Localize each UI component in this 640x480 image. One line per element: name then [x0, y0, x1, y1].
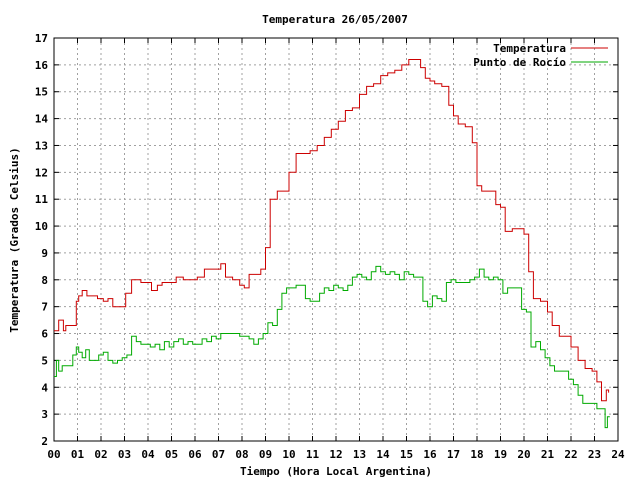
- x-tick-label: 14: [376, 448, 390, 461]
- x-tick-label: 07: [212, 448, 225, 461]
- y-axis-title: Temperatura (Grados Celsius): [8, 147, 21, 332]
- x-tick-label: 21: [541, 448, 555, 461]
- y-tick-label: 10: [35, 220, 48, 233]
- x-tick-label: 01: [71, 448, 85, 461]
- x-tick-label: 16: [423, 448, 437, 461]
- x-tick-label: 05: [165, 448, 178, 461]
- x-tick-label: 10: [282, 448, 295, 461]
- x-tick-label: 09: [259, 448, 272, 461]
- series-line-punto-de-rocio: [54, 265, 610, 429]
- y-tick-label: 8: [41, 274, 48, 287]
- y-tick-label: 6: [41, 328, 48, 341]
- x-tick-label: 04: [141, 448, 155, 461]
- legend-label: Temperatura: [493, 42, 566, 55]
- x-tick-label: 00: [47, 448, 60, 461]
- y-tick-label: 13: [35, 139, 48, 152]
- series-lines: [54, 59, 610, 429]
- x-axis-tick-labels: 00 01 02 03 04 05 06 07 08 09 10 11 12 13 14 15 16 17 18 19…: [47, 448, 625, 461]
- y-tick-label: 2: [41, 435, 48, 448]
- y-axis-tick-labels: 2 3 4 5 6 7 8 9 10 11 12 13 14 15 16 17: [35, 32, 49, 448]
- chart-title: Temperatura 26/05/2007: [262, 13, 408, 26]
- x-tick-label: 13: [353, 448, 366, 461]
- axis-ticks: [53, 37, 619, 442]
- x-axis-title: Tiempo (Hora Local Argentina): [240, 465, 432, 478]
- x-tick-label: 02: [94, 448, 107, 461]
- y-tick-label: 5: [41, 354, 48, 367]
- y-tick-label: 7: [41, 301, 48, 314]
- y-tick-label: 17: [35, 32, 48, 45]
- x-tick-label: 22: [564, 448, 577, 461]
- x-tick-label: 24: [611, 448, 625, 461]
- y-tick-label: 4: [41, 381, 48, 394]
- y-tick-label: 9: [41, 247, 48, 260]
- x-tick-label: 17: [447, 448, 460, 461]
- y-tick-label: 3: [41, 408, 48, 421]
- x-tick-label: 15: [400, 448, 413, 461]
- x-tick-label: 11: [306, 448, 320, 461]
- x-tick-label: 06: [188, 448, 202, 461]
- y-tick-label: 16: [35, 59, 49, 72]
- y-tick-label: 11: [35, 193, 49, 206]
- x-tick-label: 12: [329, 448, 342, 461]
- x-tick-label: 03: [118, 448, 131, 461]
- x-tick-label: 18: [470, 448, 483, 461]
- legend-label: Punto de Rocío: [473, 56, 566, 69]
- series-line-temperatura: [54, 59, 610, 402]
- y-tick-label: 15: [35, 86, 48, 99]
- x-tick-label: 08: [235, 448, 248, 461]
- y-tick-label: 14: [35, 113, 49, 126]
- x-tick-label: 19: [494, 448, 507, 461]
- x-tick-label: 20: [517, 448, 530, 461]
- grid: [54, 38, 618, 441]
- y-tick-label: 12: [35, 166, 48, 179]
- x-tick-label: 23: [588, 448, 601, 461]
